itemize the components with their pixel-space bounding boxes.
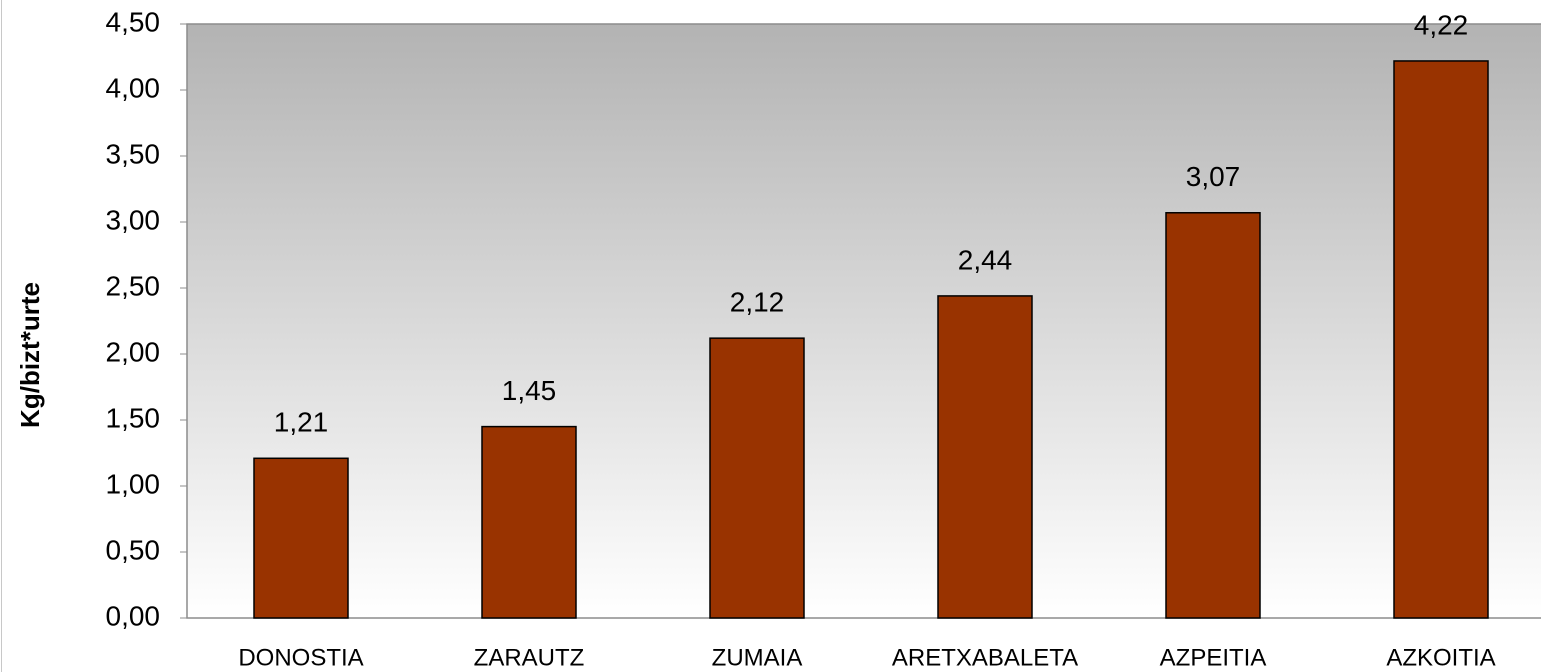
bar (1165, 212, 1261, 619)
y-tick-label: 4,50 (106, 6, 161, 37)
y-tick-label: 0,00 (106, 600, 161, 631)
value-label: 1,21 (274, 407, 329, 438)
y-tick-label: 2,50 (106, 270, 161, 301)
value-label: 4,22 (1414, 9, 1469, 40)
value-label: 2,12 (730, 287, 785, 318)
x-tick-label: ZUMAIA (712, 644, 803, 671)
y-tick-label: 0,50 (106, 534, 161, 565)
x-tick-label: ARETXABALETA (892, 644, 1078, 671)
x-tick-label: AZPEITIA (1160, 644, 1267, 671)
bar (937, 295, 1033, 619)
y-tick-label: 1,00 (106, 468, 161, 499)
y-tick-label: 2,00 (106, 336, 161, 367)
y-axis-label: Kg/bizt*urte (15, 282, 45, 428)
plot-area (186, 23, 1541, 619)
bar (709, 337, 805, 619)
bar (253, 457, 349, 619)
y-tick-label: 1,50 (106, 402, 161, 433)
value-label: 3,07 (1186, 161, 1241, 192)
x-tick-label: DONOSTIA (238, 644, 363, 671)
x-tick-label: ZARAUTZ (474, 644, 585, 671)
value-label: 1,45 (502, 375, 557, 406)
y-tick-label: 3,50 (106, 138, 161, 169)
y-tick-label: 3,00 (106, 204, 161, 235)
y-tick-label: 4,00 (106, 72, 161, 103)
value-label: 2,44 (958, 244, 1013, 275)
x-tick-label: AZKOITIA (1386, 644, 1495, 671)
bar (1393, 60, 1489, 619)
bar (481, 425, 577, 619)
